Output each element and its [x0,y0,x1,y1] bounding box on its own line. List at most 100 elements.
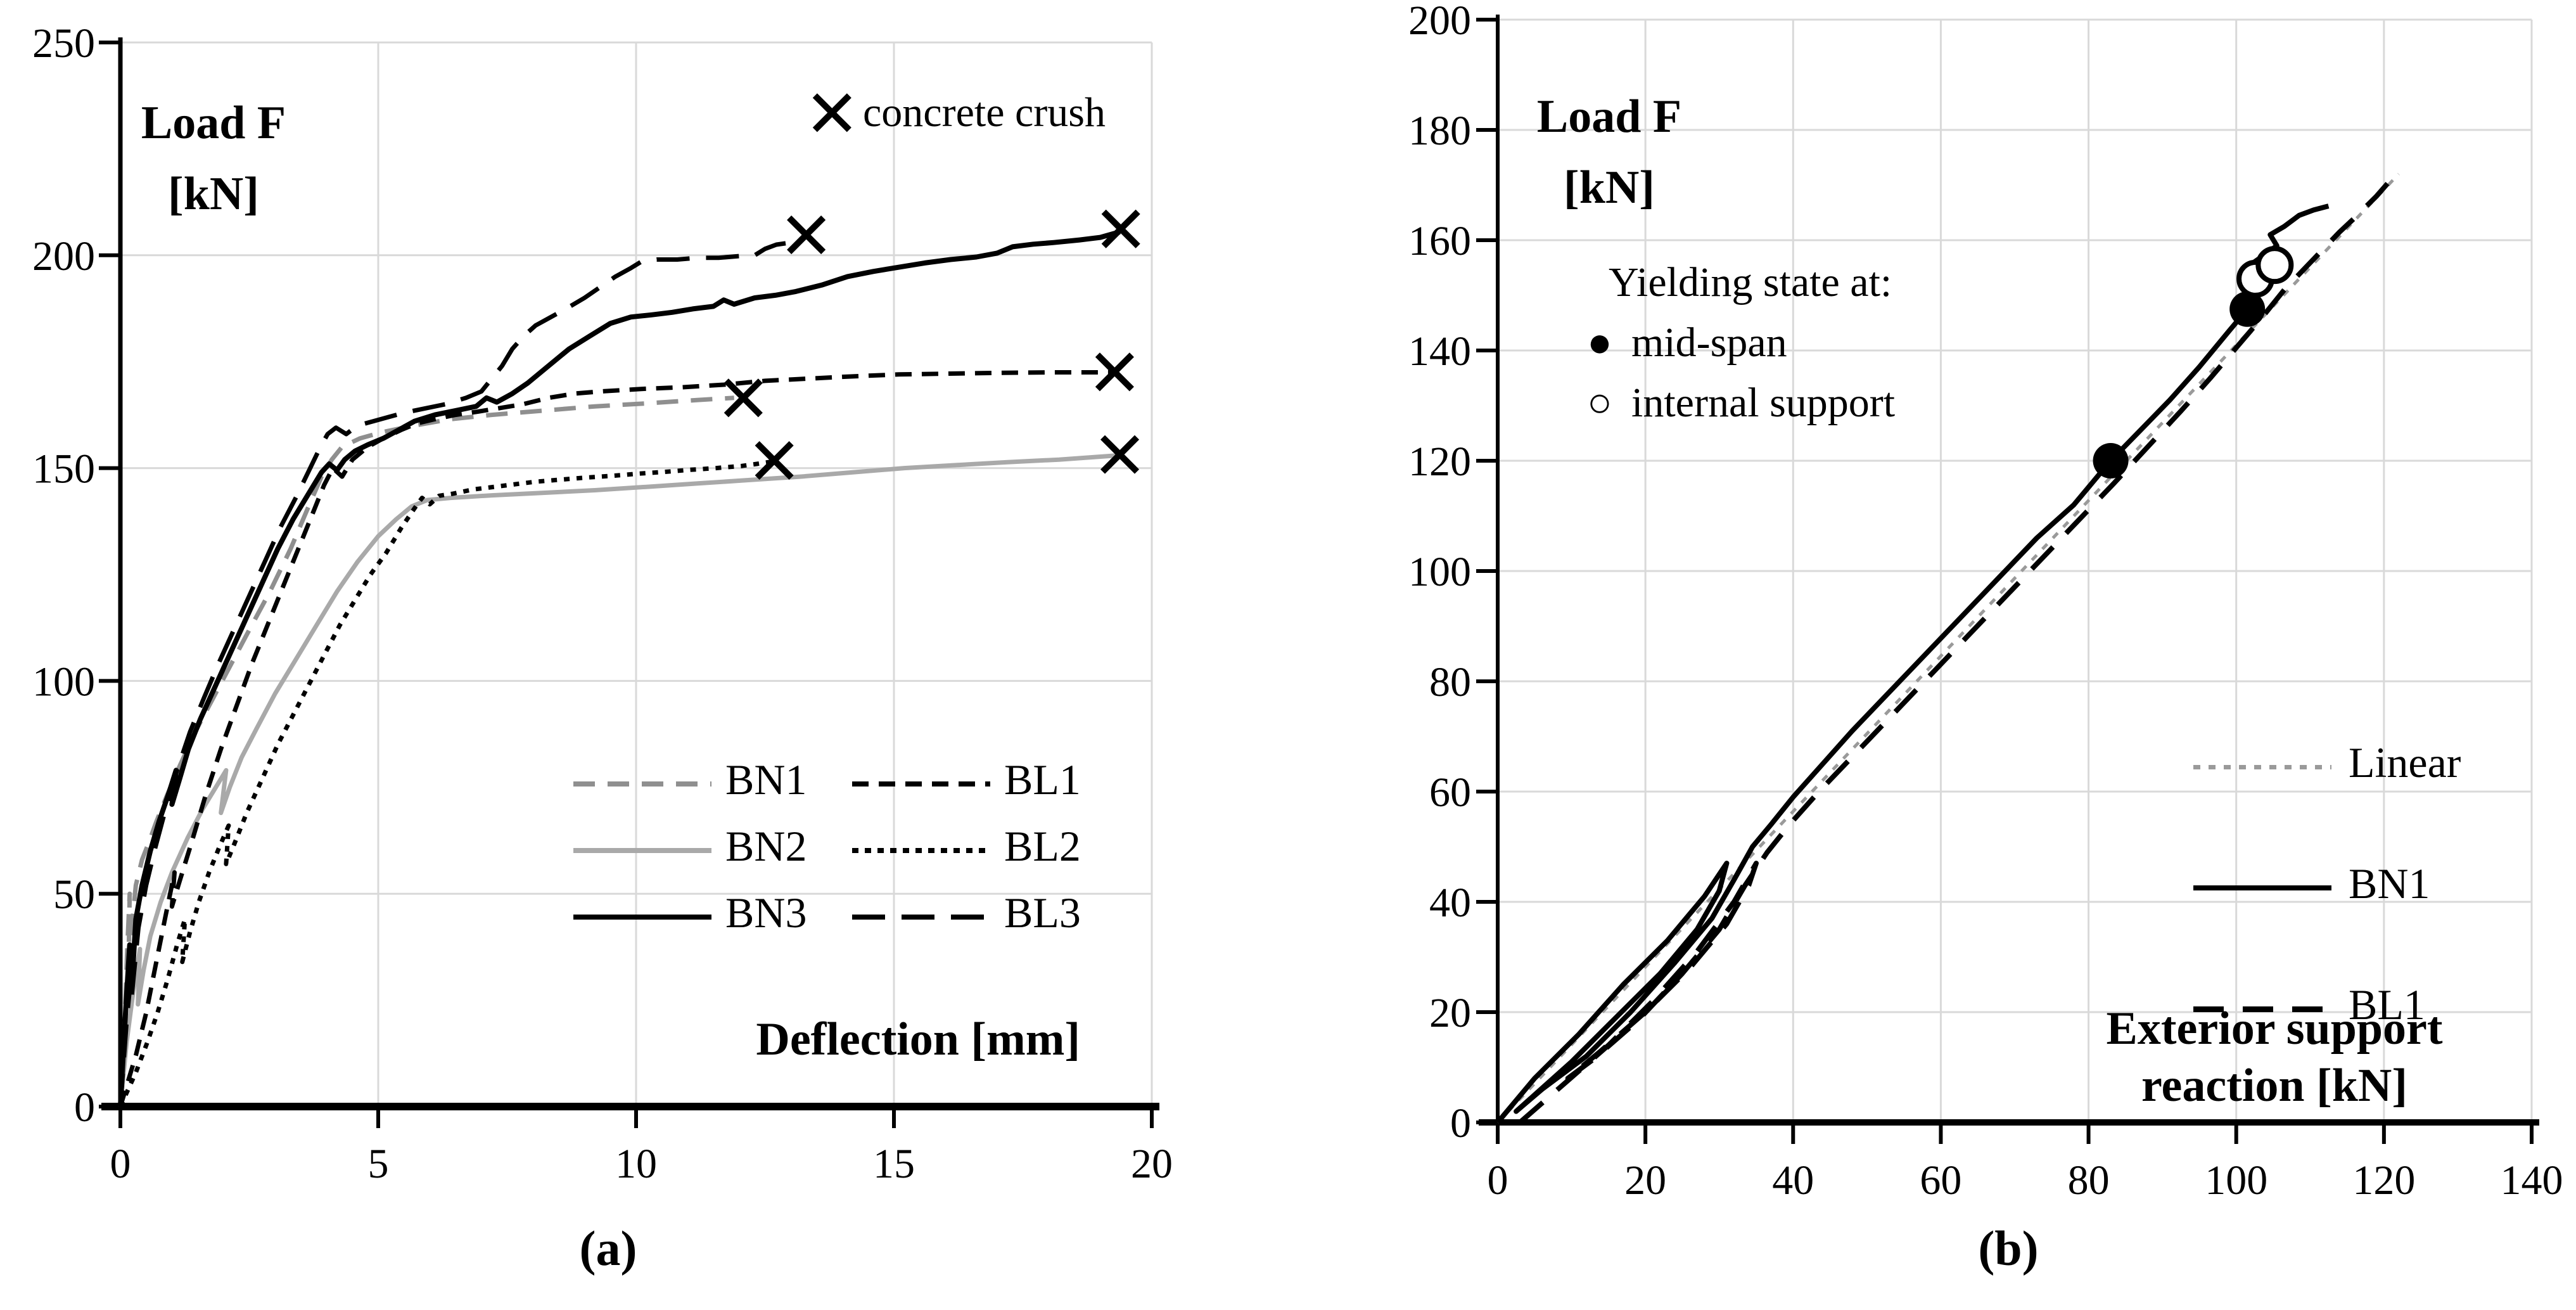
x-tick-label-a-5: 5 [368,1141,389,1187]
legend-sample-bn2 [573,821,725,871]
legend-sample-bn1b [2193,859,2349,909]
x-tick-label-b-100: 100 [2205,1157,2267,1204]
legend-label-bl2: BL2 [1004,822,1081,870]
crush-marker-BN3 [1101,209,1140,248]
x-tick-label-a-20: 20 [1131,1141,1173,1187]
legend-label-bn1b: BN1 [2349,859,2430,908]
legend-label-bn2: BN2 [725,822,807,870]
yield-marker-midspan-0 [2093,443,2129,478]
series-b-Linear [1496,172,2401,1124]
yield-marker-midspan-1 [2229,291,2266,327]
chart-b-xaxis-label-line1: Exterior support [2106,1003,2443,1055]
series-a-BN2 [118,453,1119,1107]
crush-legend-icon [812,93,851,132]
bn1b-line-sample-icon [2193,885,2331,891]
y-tick-label-b-100: 100 [1408,549,1471,595]
legend-sample-bl2 [852,821,1004,871]
linear-line-sample-icon [2193,764,2331,769]
chart-b-legend: Linear BN1 BL1 [2193,702,2501,1065]
x-tick-label-a-15: 15 [873,1141,915,1187]
bl2-line-sample-icon [852,848,990,854]
bl1b-line-sample-icon [2193,1006,2331,1012]
series-a-BL1 [118,370,1111,1108]
yield-legend-midspan: ● mid-span [1587,312,1895,373]
x-tick-label-b-0: 0 [1488,1157,1508,1204]
legend-label-bn1: BN1 [725,755,807,804]
y-tick-label-a-100: 100 [32,658,95,705]
legend-sample-bn1 [573,755,725,805]
y-tick-label-a-250: 250 [32,20,95,67]
yield-legend-support-label: internal support [1631,380,1896,426]
x-tick-label-b-20: 20 [1624,1157,1666,1204]
x-tick-label-a-0: 0 [110,1141,131,1187]
bn2-line-sample-icon [573,848,711,854]
series-a-BN3 [118,229,1121,1107]
y-tick-label-a-150: 150 [32,446,95,492]
y-tick-label-b-120: 120 [1408,439,1471,485]
legend-label-bl1b: BL1 [2349,980,2425,1029]
chart-a-title-line2: [kN] [168,168,259,220]
crush-marker-BL2 [755,440,794,480]
y-tick-label-b-160: 160 [1408,218,1471,264]
y-tick-label-a-0: 0 [74,1084,95,1131]
crush-marker-BL1 [1095,352,1134,392]
x-tick-label-b-80: 80 [2068,1157,2110,1204]
bn1-line-sample-icon [573,781,711,787]
x-tick-label-b-40: 40 [1772,1157,1814,1204]
y-tick-label-a-50: 50 [53,871,95,918]
bn3-line-sample-icon [573,915,711,920]
bl3-line-sample-icon [852,915,990,920]
chart-a-legend: BN1 BL1 BN2 BL2 BN3 BL3 [573,747,1137,946]
y-tick-label-b-140: 140 [1408,328,1471,375]
crush-marker-BN2 [1100,435,1140,474]
y-tick-label-b-20: 20 [1429,990,1471,1036]
series-b-BL1 [1518,170,2399,1125]
chart-a-title: Load F [kN] [112,87,315,229]
x-tick-label-a-10: 10 [615,1141,657,1187]
x-tick-label-b-60: 60 [1920,1157,1961,1204]
legend-label-bn3: BN3 [725,889,807,937]
caption-b: (b) [1978,1221,2039,1276]
legend-label-bl1: BL1 [1004,755,1081,804]
y-tick-label-b-200: 200 [1408,0,1471,44]
chart-b-xaxis-label: Exterior support reaction [kN] [2053,1000,2496,1114]
filled-circle-icon: ● [1587,319,1612,366]
legend-sample-linear [2193,738,2349,788]
bl1-line-sample-icon [852,781,990,787]
series-a-BL3 [118,238,802,1107]
crush-legend-label: concrete crush [863,89,1106,136]
legend-label-linear: Linear [2349,738,2461,787]
chart-a-xaxis-label: Deflection [mm] [756,1013,1080,1065]
crush-marker-BL3 [787,215,826,255]
yield-legend-heading: Yielding state at: [1609,259,1892,305]
y-tick-label-a-200: 200 [32,233,95,279]
chart-b-xaxis-label-line2: reaction [kN] [2141,1060,2407,1112]
yield-legend-support: ○ internal support [1587,373,1895,433]
chart-b-title-line2: [kN] [1564,162,1655,214]
yield-legend: Yielding state at: ● mid-span ○ internal s… [1587,252,1895,433]
crush-marker-BN1 [724,378,763,418]
open-circle-icon: ○ [1587,380,1612,426]
y-tick-label-b-0: 0 [1450,1100,1471,1146]
legend-sample-bn3 [573,888,725,938]
series-a-BL2 [118,459,772,1108]
x-tick-label-b-120: 120 [2352,1157,2415,1204]
x-tick-label-b-140: 140 [2501,1157,2563,1204]
legend-sample-bl1 [852,755,1004,805]
y-tick-label-b-60: 60 [1429,769,1471,816]
chart-b-title: Load F [kN] [1508,81,1711,223]
chart-b-title-line1: Load F [1536,91,1682,143]
y-tick-label-b-80: 80 [1429,659,1471,705]
y-tick-label-b-40: 40 [1429,880,1471,926]
yield-marker-support-3 [2255,246,2294,285]
legend-label-bl3: BL3 [1004,889,1081,937]
series-a-BN1 [118,395,734,1107]
caption-a: (a) [579,1221,637,1276]
legend-sample-bl3 [852,888,1004,938]
chart-a-title-line1: Load F [141,97,286,149]
yield-legend-midspan-label: mid-span [1631,319,1787,366]
legend-sample-bl1b [2193,980,2349,1030]
y-tick-label-b-180: 180 [1408,108,1471,154]
